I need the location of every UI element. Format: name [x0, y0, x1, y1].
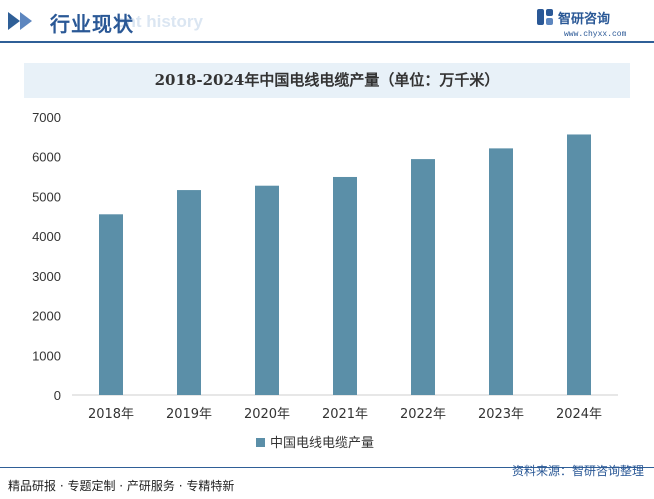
y-tick-label: 4000 — [32, 229, 61, 244]
bar — [99, 214, 123, 395]
section-title: 行业现状 — [50, 12, 134, 36]
brand-name: 智研咨询 — [558, 12, 611, 27]
y-tick-label: 5000 — [32, 189, 61, 204]
y-tick-label: 6000 — [32, 150, 61, 165]
x-tick-label: 2022年 — [400, 407, 446, 422]
brand-block: 智研咨询 www.chyxx.com — [536, 6, 646, 46]
zhiyan-logo-icon — [537, 9, 553, 25]
header-watermark-text: ent history — [116, 12, 203, 31]
brand-url: www.chyxx.com — [564, 30, 627, 39]
bar — [567, 134, 591, 395]
y-tick-label: 0 — [54, 388, 61, 403]
x-tick-label: 2018年 — [88, 407, 134, 422]
y-tick-label: 7000 — [32, 110, 61, 125]
footer-services: 精品研报 · 专题定制 · 产研服务 · 专精特新 — [8, 479, 235, 493]
bar — [255, 185, 279, 395]
header-divider — [0, 41, 654, 43]
x-tick-label: 2020年 — [244, 407, 290, 422]
bar — [177, 190, 201, 395]
bar — [333, 176, 357, 395]
chevron-right-icon — [8, 12, 20, 30]
chart-title-band: 2018-2024年中国电线电缆产量（单位：万千米） — [24, 63, 630, 98]
footer-source: 资料来源：智研咨询整理 — [511, 464, 644, 478]
footer-divider — [0, 467, 654, 468]
x-tick-label: 2021年 — [322, 407, 368, 422]
legend-label: 中国电线电缆产量 — [270, 435, 374, 451]
bar — [411, 159, 435, 395]
bar — [489, 148, 513, 395]
chart-title: 2018-2024年中国电线电缆产量（单位：万千米） — [154, 71, 500, 89]
chevron-right-icon — [20, 12, 32, 30]
y-tick-label: 1000 — [32, 348, 61, 363]
page-header: ent history 行业现状 智研咨询 www.chyxx.com — [0, 0, 654, 46]
y-tick-label: 2000 — [32, 309, 61, 324]
legend-swatch — [256, 438, 265, 447]
x-tick-label: 2019年 — [166, 407, 212, 422]
x-tick-label: 2023年 — [478, 407, 524, 422]
x-tick-label: 2024年 — [556, 407, 602, 422]
y-tick-label: 3000 — [32, 269, 61, 284]
